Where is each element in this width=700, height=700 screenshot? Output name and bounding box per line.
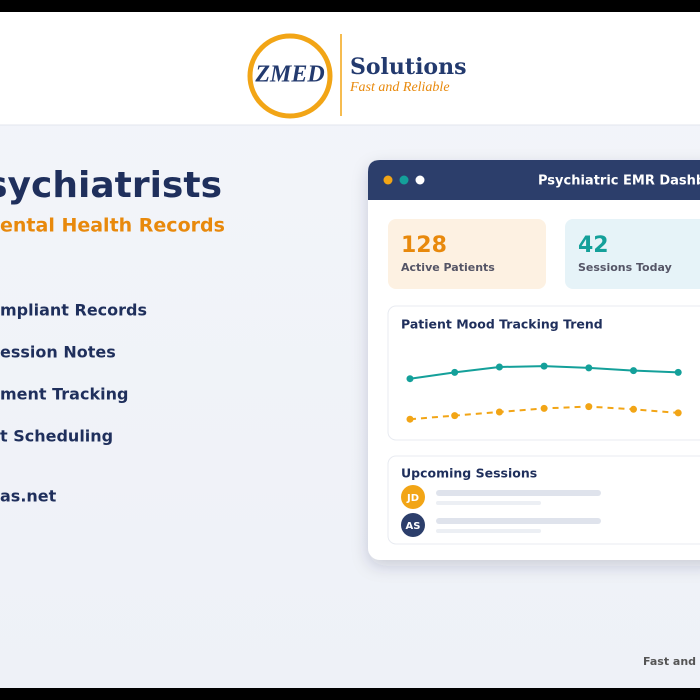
placeholder-line [436,501,541,505]
data-point [495,363,503,371]
sessions: JD AS [401,485,601,537]
placeholder-line [436,529,541,533]
data-point [585,364,593,372]
data-point [674,409,682,417]
avatar-initials: JD [406,493,419,504]
avatar-initials: AS [406,521,421,532]
logo-text: ZMED [254,62,324,88]
placeholder-line [436,490,601,496]
data-point [540,362,548,370]
data-point [585,403,593,411]
feature-item: mpliant Records [0,301,147,320]
feature-item: t Scheduling [0,427,113,446]
top-border [0,0,700,12]
data-point [406,375,414,383]
window-dot [399,175,409,185]
data-point [451,368,459,376]
brand-tagline: Fast and Reliable [349,80,450,95]
feature-list: mpliant Records ession Notes ment Tracking… [0,301,147,446]
placeholder-line [436,518,601,524]
feature-item: ment Tracking [0,385,128,404]
brand-name: Solutions [350,54,467,80]
sessions-title: Upcoming Sessions [401,466,537,481]
avatar [401,485,425,509]
stat-value: 42 [578,233,609,258]
data-point [540,404,548,412]
stat-label: Active Patients [401,261,495,274]
stat-card [565,219,700,289]
window-dot [383,175,393,185]
logo-ring [247,33,333,119]
chart-card [387,305,700,441]
chart [406,362,682,423]
header-bar [0,12,700,125]
hero-title: Psychiatrists [0,165,222,206]
bottom-border [0,688,700,700]
website: as.net [0,487,57,506]
chart-title: Patient Mood Tracking Trend [401,317,603,332]
stats: 128 Active Patients 42 Sessions Today [401,233,672,274]
footer-text: Fast and I [643,655,700,668]
stat-label: Sessions Today [578,261,672,274]
data-point [495,408,503,416]
window-dot [415,175,425,185]
dashboard-header [368,160,700,200]
dashboard-title: Psychiatric EMR Dashbo [538,174,700,189]
avatar [401,513,425,537]
data-point [630,367,637,375]
feature-item: ession Notes [0,343,116,362]
data-point [674,368,682,376]
data-point [451,412,459,420]
stat-card [388,219,546,289]
stat-value: 128 [401,233,447,258]
hero-subtitle: ental Health Records [0,215,225,237]
data-point [406,415,414,423]
data-point [630,405,637,413]
